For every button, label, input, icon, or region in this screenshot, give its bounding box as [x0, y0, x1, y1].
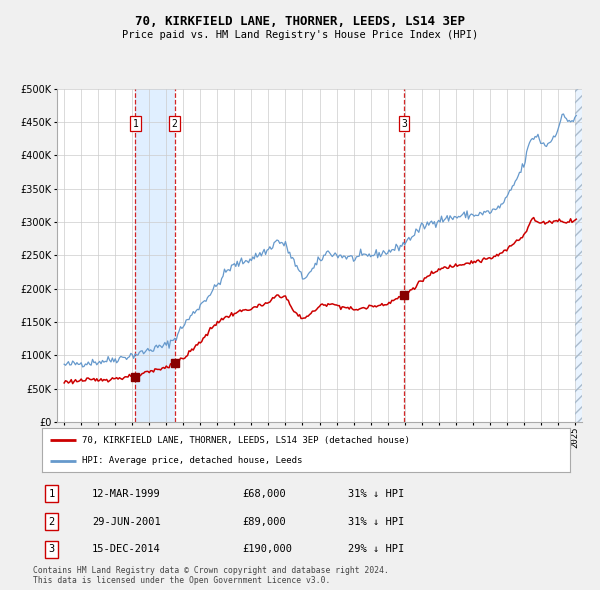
Text: Price paid vs. HM Land Registry's House Price Index (HPI): Price paid vs. HM Land Registry's House … [122, 30, 478, 40]
Text: 70, KIRKFIELD LANE, THORNER, LEEDS, LS14 3EP (detached house): 70, KIRKFIELD LANE, THORNER, LEEDS, LS14… [82, 435, 409, 445]
Text: £68,000: £68,000 [242, 489, 286, 499]
Text: 2: 2 [172, 119, 178, 129]
Text: 29% ↓ HPI: 29% ↓ HPI [348, 545, 404, 555]
Text: 12-MAR-1999: 12-MAR-1999 [92, 489, 161, 499]
Bar [575, 88, 582, 422]
Text: HPI: Average price, detached house, Leeds: HPI: Average price, detached house, Leed… [82, 457, 302, 466]
Text: £89,000: £89,000 [242, 516, 286, 526]
Bar [136, 88, 175, 422]
Text: 15-DEC-2014: 15-DEC-2014 [92, 545, 161, 555]
Text: 2: 2 [49, 516, 55, 526]
Text: 31% ↓ HPI: 31% ↓ HPI [348, 489, 404, 499]
Text: This data is licensed under the Open Government Licence v3.0.: This data is licensed under the Open Gov… [33, 576, 331, 585]
Bar [575, 88, 582, 422]
Text: 1: 1 [49, 489, 55, 499]
Text: £190,000: £190,000 [242, 545, 293, 555]
Text: 29-JUN-2001: 29-JUN-2001 [92, 516, 161, 526]
Text: 1: 1 [133, 119, 139, 129]
Text: 3: 3 [401, 119, 407, 129]
Text: 3: 3 [49, 545, 55, 555]
Text: 70, KIRKFIELD LANE, THORNER, LEEDS, LS14 3EP: 70, KIRKFIELD LANE, THORNER, LEEDS, LS14… [135, 15, 465, 28]
Text: Contains HM Land Registry data © Crown copyright and database right 2024.: Contains HM Land Registry data © Crown c… [33, 566, 389, 575]
Text: 31% ↓ HPI: 31% ↓ HPI [348, 516, 404, 526]
